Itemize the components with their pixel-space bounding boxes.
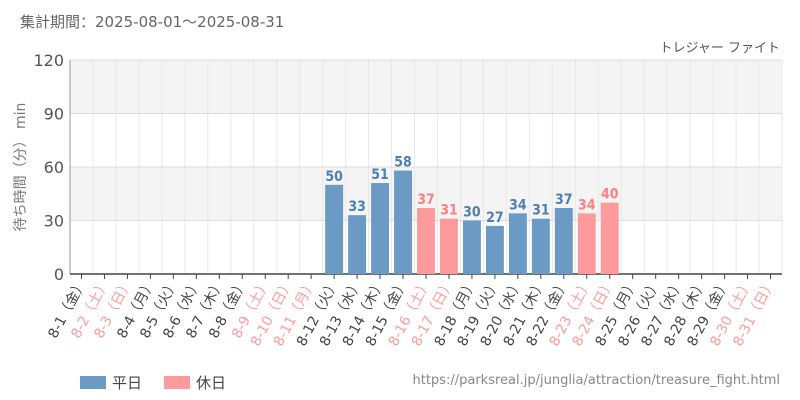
bar bbox=[485, 225, 504, 274]
bar-data-label: 34 bbox=[509, 197, 527, 213]
bar-data-label: 34 bbox=[578, 197, 596, 213]
bar-data-label: 33 bbox=[348, 199, 366, 215]
bar bbox=[577, 213, 596, 274]
bar-data-label: 31 bbox=[440, 203, 458, 219]
legend-label-holiday: 休日 bbox=[196, 374, 227, 392]
bar bbox=[348, 215, 367, 274]
bar bbox=[325, 184, 344, 274]
bar bbox=[531, 218, 550, 274]
bar bbox=[371, 183, 390, 274]
bar bbox=[508, 213, 527, 274]
bar-data-label: 40 bbox=[601, 187, 619, 203]
bar-data-label: 30 bbox=[463, 205, 481, 221]
y-axis-label: 待ち時間（分） min bbox=[13, 103, 29, 232]
chart-legend: 平日 休日 bbox=[80, 372, 226, 393]
legend-label-weekday: 平日 bbox=[112, 374, 143, 392]
bar bbox=[600, 202, 619, 274]
plot-band bbox=[70, 113, 782, 167]
bar-data-label: 37 bbox=[417, 192, 435, 208]
bar bbox=[440, 218, 458, 274]
plot-band bbox=[70, 60, 782, 114]
legend-item-weekday: 平日 bbox=[80, 372, 142, 393]
bar-data-label: 50 bbox=[325, 169, 343, 185]
legend-item-holiday: 休日 bbox=[164, 372, 226, 393]
bar bbox=[554, 208, 573, 274]
chart-title: トレジャー ファイト bbox=[660, 41, 780, 56]
bar bbox=[417, 208, 435, 274]
bar-data-label: 27 bbox=[486, 210, 504, 226]
y-tick-label: 90 bbox=[44, 105, 64, 124]
period-label: 集計期間：2025-08-01〜2025-08-31 bbox=[20, 13, 285, 31]
bar-data-label: 51 bbox=[371, 167, 389, 183]
legend-swatch-weekday bbox=[80, 376, 106, 389]
y-tick-label: 30 bbox=[44, 212, 64, 231]
bar-data-label: 58 bbox=[394, 155, 412, 171]
bar bbox=[394, 170, 412, 274]
bar-data-label: 31 bbox=[532, 203, 550, 219]
y-tick-label: 0 bbox=[54, 265, 64, 284]
y-tick-label: 60 bbox=[44, 158, 64, 177]
bar bbox=[462, 220, 481, 274]
legend-swatch-holiday bbox=[164, 376, 191, 389]
source-url: https://parksreal.jp/junglia/attraction/… bbox=[412, 373, 781, 388]
bar-data-label: 37 bbox=[555, 192, 573, 208]
y-tick-label: 120 bbox=[33, 51, 64, 70]
